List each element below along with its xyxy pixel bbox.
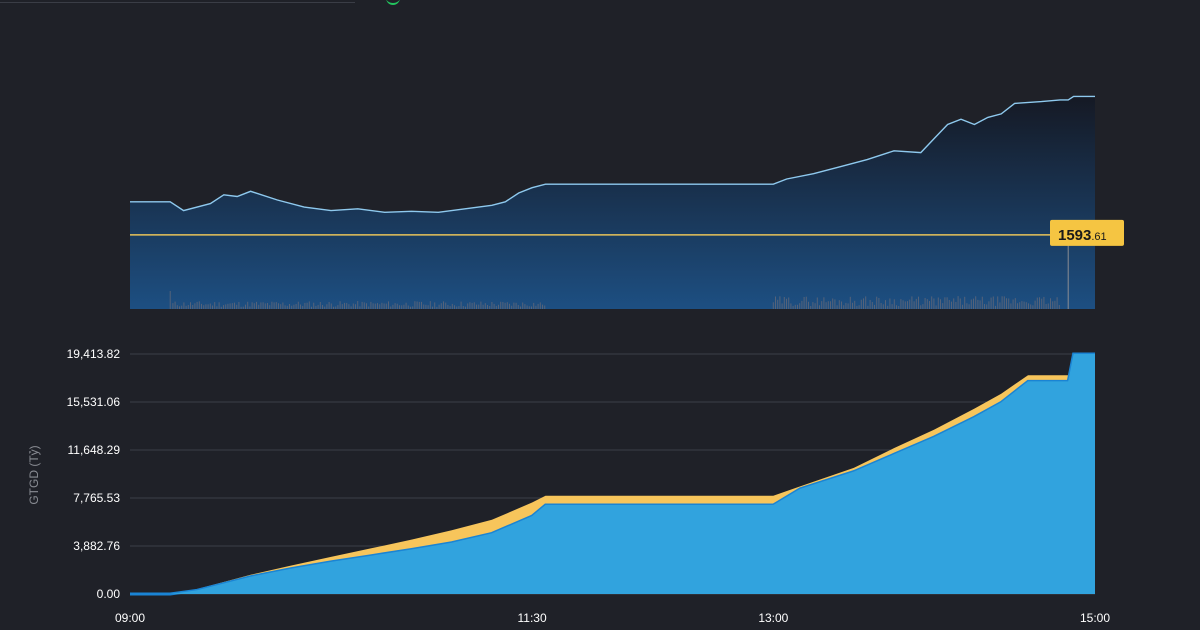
x-tick-label: 09:00	[115, 611, 145, 625]
header-mark	[386, 0, 400, 5]
x-tick-label: 13:00	[758, 611, 788, 625]
x-tick-label: 11:30	[518, 611, 547, 625]
price-badge-background	[1050, 219, 1124, 246]
y-tick-label: 3,882.76	[73, 539, 120, 553]
price-badge-text: 1593.61	[1058, 227, 1107, 244]
current-session-area	[130, 354, 1095, 594]
y-tick-label: 11,648.29	[68, 443, 121, 457]
cumulative-value-chart: 19,413.82 15,531.06 11,648.29 7,765.53 3,882…	[27, 347, 1110, 625]
price-badge-decimal: .61	[1091, 231, 1106, 243]
price-badge-integer: 1593	[1058, 227, 1091, 244]
y-tick-label: 15,531.06	[67, 395, 121, 409]
index-price-line	[130, 95, 1095, 214]
y-axis-label: GTGD (Tỷ)	[27, 445, 41, 504]
x-tick-label: 15:00	[1080, 611, 1110, 625]
volume-bars	[169, 291, 1060, 309]
y-tick-label: 7,765.53	[73, 491, 120, 505]
y-tick-label: 0.00	[97, 587, 121, 601]
index-price-area	[130, 96, 1095, 310]
index-price-chart: 1593.61	[130, 95, 1124, 310]
x-axis-ticks: 09:00 11:30 13:00 15:00	[115, 611, 1110, 625]
price-badge: 1593.61	[1050, 219, 1124, 246]
y-tick-label: 19,413.82	[67, 347, 121, 361]
y-axis-ticks: 19,413.82 15,531.06 11,648.29 7,765.53 3,882…	[67, 347, 121, 601]
header-divider	[0, 2, 355, 3]
